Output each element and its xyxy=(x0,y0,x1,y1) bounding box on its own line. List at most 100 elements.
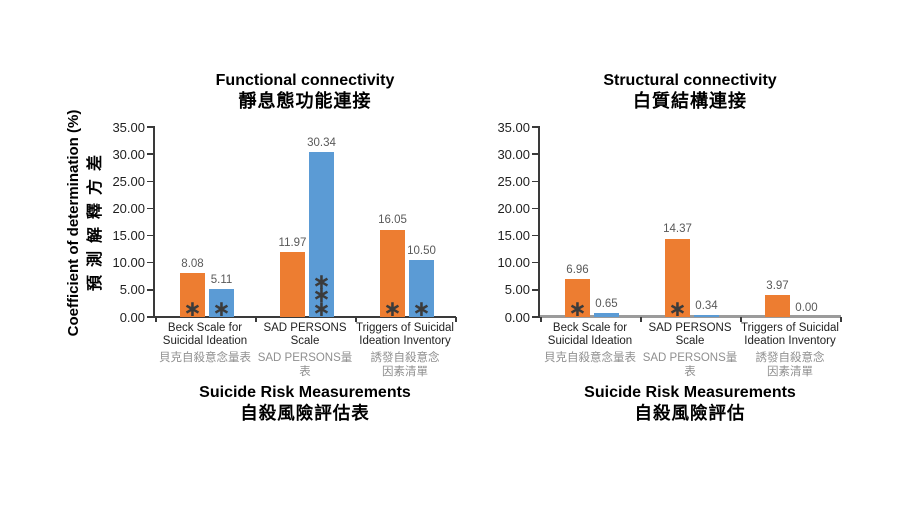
category-label-triggers: Triggers of Suicidal Ideation Inventory xyxy=(355,322,454,347)
category-label-zh-beck-scale: 貝克自殺意念量表 xyxy=(159,352,251,364)
value-label-orange-beck-scale: 6.96 xyxy=(566,263,589,276)
x-axis-line xyxy=(155,315,456,318)
x-axis-tick xyxy=(355,317,357,322)
chart-title-zh: 靜息態功能連接 xyxy=(238,91,372,111)
y-axis-tick xyxy=(532,289,538,291)
x-axis-tick xyxy=(740,317,742,322)
category-label-zh-triggers: 誘發自殺意念 因素清單 xyxy=(755,352,825,378)
y-axis-tick-label: 25.00 xyxy=(497,173,530,189)
y-axis-tick xyxy=(147,126,153,128)
x-axis-tick xyxy=(640,317,642,322)
y-axis-tick xyxy=(532,207,538,210)
y-axis-tick xyxy=(532,126,538,128)
significance-orange-triggers: ∗ xyxy=(380,297,405,318)
value-label-orange-beck-scale: 8.08 xyxy=(181,257,204,270)
value-label-orange-sad-persons: 11.97 xyxy=(278,236,307,249)
bar-blue-triggers xyxy=(409,260,434,317)
x-axis-tick xyxy=(455,317,457,322)
category-label-beck-scale: Beck Scale for Suicidal Ideation xyxy=(162,322,248,347)
y-axis-line xyxy=(153,126,155,318)
x-axis-title: Suicide Risk Measurements xyxy=(199,384,411,401)
y-axis-tick-label: 30.00 xyxy=(112,146,145,162)
x-axis-title-block: Suicide Risk Measurements 自殺風險評估表 xyxy=(155,383,455,424)
y-axis-tick-label: 15.00 xyxy=(497,228,530,244)
y-axis-tick-label: 10.00 xyxy=(497,255,530,271)
category-label-sad-persons: SAD PERSONS Scale xyxy=(648,322,732,347)
significance-blue-triggers: ∗ xyxy=(409,295,434,321)
x-axis-title-zh: 自殺風險評估表 xyxy=(240,403,370,423)
significance-blue-sad-persons: ∗ ∗ ∗ xyxy=(309,270,334,321)
value-label-blue-triggers: 10.50 xyxy=(407,244,436,257)
x-axis-tick xyxy=(840,317,842,322)
value-label-orange-triggers: 16.05 xyxy=(378,214,407,227)
y-axis-tick-label: 10.00 xyxy=(112,255,145,271)
y-axis-tick xyxy=(532,180,538,183)
x-axis-title: Suicide Risk Measurements xyxy=(584,384,796,401)
x-axis-title-zh: 自殺風險評估 xyxy=(634,403,746,423)
x-axis-tick xyxy=(155,317,157,322)
y-axis-tick xyxy=(532,316,538,318)
y-axis-tick-label: 15.00 xyxy=(112,228,145,244)
asterisk-icon: ∗ xyxy=(568,295,587,321)
bar-orange-beck-scale xyxy=(565,279,590,317)
significance-orange-beck-scale: ∗ xyxy=(180,297,205,318)
x-axis-title-block: Suicide Risk Measurements 自殺風險評估 xyxy=(540,383,840,424)
category-label-zh-triggers: 誘發自殺意念 因素清單 xyxy=(370,352,440,378)
bar-orange-sad-persons xyxy=(280,252,305,317)
category-label-zh-beck-scale: 貝克自殺意念量表 xyxy=(544,352,636,364)
y-axis-tick-label: 20.00 xyxy=(112,200,145,216)
y-axis-tick-label: 35.00 xyxy=(497,119,530,135)
asterisk-icon: ∗ xyxy=(668,295,687,321)
x-axis-line xyxy=(540,314,841,318)
y-axis-tick-label: 30.00 xyxy=(497,146,530,162)
y-axis-tick xyxy=(147,153,153,155)
bar-blue-beck-scale xyxy=(594,313,619,317)
y-axis-tick xyxy=(147,261,153,264)
bar-blue-sad-persons xyxy=(694,315,719,317)
chart-title-block: Structural connectivity 白質結構連接 xyxy=(540,71,840,112)
bar-orange-beck-scale xyxy=(180,273,205,317)
category-label-zh-sad-persons: SAD PERSONS量表 xyxy=(642,352,738,378)
y-axis-tick xyxy=(147,180,153,183)
bar-blue-beck-scale xyxy=(209,289,234,317)
y-axis-tick xyxy=(532,153,538,155)
chart-title-zh: 白質結構連接 xyxy=(633,91,747,111)
y-axis-tick xyxy=(147,316,153,318)
chart-title: Structural connectivity xyxy=(603,72,777,89)
y-axis-tick xyxy=(532,234,538,237)
y-axis-tick xyxy=(147,207,153,210)
value-label-blue-sad-persons: 30.34 xyxy=(307,136,336,149)
value-label-blue-sad-persons: 0.34 xyxy=(695,299,718,312)
y-axis-tick-label: 25.00 xyxy=(112,173,145,189)
y-axis-tick-label: 5.00 xyxy=(119,282,145,298)
y-axis-line xyxy=(538,126,540,318)
significance-blue-beck-scale: ∗ xyxy=(209,295,234,321)
bar-orange-sad-persons xyxy=(665,238,690,317)
value-label-blue-triggers: 0.00 xyxy=(795,301,818,314)
value-label-blue-beck-scale: 0.65 xyxy=(595,297,618,310)
category-label-beck-scale: Beck Scale for Suicidal Ideation xyxy=(547,322,633,347)
y-axis-tick-label: 20.00 xyxy=(497,200,530,216)
y-axis-tick xyxy=(147,289,153,291)
category-label-sad-persons: SAD PERSONS Scale xyxy=(263,322,347,347)
category-label-triggers: Triggers of Suicidal Ideation Inventory xyxy=(740,322,839,347)
x-axis-tick xyxy=(540,317,542,322)
asterisk-icon: ∗ xyxy=(212,295,231,321)
chart-title-block: Functional connectivity 靜息態功能連接 xyxy=(155,71,455,112)
value-label-orange-triggers: 3.97 xyxy=(766,279,789,292)
significance-orange-sad-persons: ∗ xyxy=(665,295,690,321)
asterisk-icon: ∗ xyxy=(412,295,431,321)
category-label-zh-sad-persons: SAD PERSONS量表 xyxy=(257,352,353,378)
significance-orange-beck-scale: ∗ xyxy=(565,295,590,321)
asterisk-icon: ∗ xyxy=(312,295,331,321)
asterisk-icon: ∗ xyxy=(312,282,331,307)
y-axis-tick-label: 35.00 xyxy=(112,119,145,135)
x-axis-tick xyxy=(255,317,257,322)
y-axis-tick-label: 0.00 xyxy=(504,309,530,325)
bar-orange-triggers xyxy=(380,229,405,317)
bar-blue-sad-persons xyxy=(309,152,334,317)
chart-title: Functional connectivity xyxy=(215,72,395,89)
